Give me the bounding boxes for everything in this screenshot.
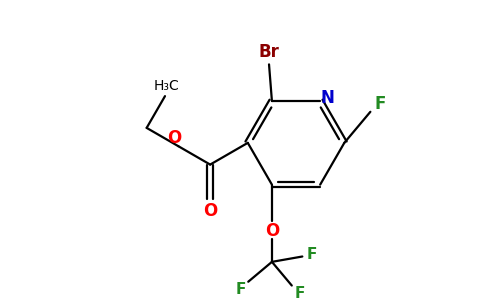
Text: Br: Br bbox=[258, 43, 279, 61]
Text: O: O bbox=[203, 202, 217, 220]
Text: F: F bbox=[374, 95, 386, 113]
Text: H₃C: H₃C bbox=[154, 79, 180, 92]
Text: F: F bbox=[294, 286, 305, 300]
Text: F: F bbox=[235, 282, 246, 297]
Text: O: O bbox=[265, 222, 279, 240]
Text: N: N bbox=[321, 89, 335, 107]
Text: O: O bbox=[167, 128, 182, 146]
Text: F: F bbox=[307, 247, 317, 262]
